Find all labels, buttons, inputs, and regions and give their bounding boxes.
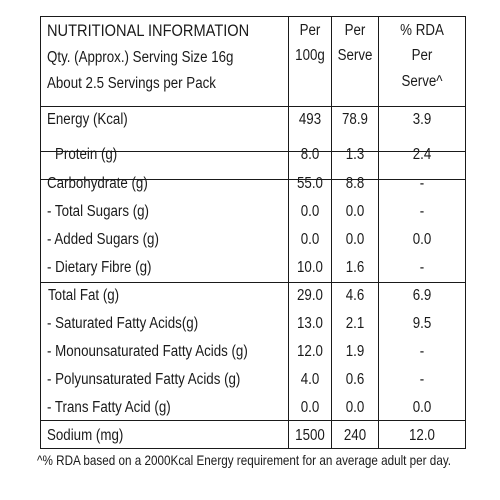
value-rda: 9.5 [412,315,432,332]
value-rda: 3.9 [412,111,432,128]
nutrient-label: Carbohydrate (g) [47,175,148,192]
value-serve: 1.6 [345,259,365,276]
nutrient-label: Protein (g) [55,146,118,163]
value-per100: 0.0 [300,399,320,416]
value-per100: 8.0 [300,146,320,163]
col-rda-header: % RDA [400,22,444,39]
nutrient-label: - Saturated Fatty Acids(g) [47,315,199,332]
value-rda: - [419,343,425,360]
value-rda: - [419,175,425,192]
nutrient-label: - Added Sugars (g) [47,231,159,248]
nutrient-label: - Polyunsaturated Fatty Acids (g) [47,371,241,388]
nutrient-label: Energy (Kcal) [47,111,128,128]
nutrient-label: - Trans Fatty Acid (g) [47,399,171,416]
nutrient-label: Total Fat (g) [48,287,120,304]
value-serve: 240 [343,427,367,444]
table-border [40,16,466,449]
value-per100: 29.0 [297,287,323,304]
value-per100: 10.0 [297,259,323,276]
value-serve: 4.6 [345,287,365,304]
value-rda: - [419,259,425,276]
nutrient-label: - Total Sugars (g) [47,203,150,220]
col-rda-header: Per [411,47,433,64]
value-per100: 1500 [295,427,325,444]
value-serve: 78.9 [342,111,368,128]
value-per100: 12.0 [297,343,323,360]
value-serve: 1.3 [345,146,365,163]
column-divider [288,16,289,449]
row-divider [40,179,466,180]
value-rda: - [419,203,425,220]
value-rda: 0.0 [412,231,432,248]
value-rda: - [419,371,425,388]
value-serve: 1.9 [345,343,365,360]
col-rda-header: Serve^ [401,73,443,90]
table-title: NUTRITIONAL INFORMATION [47,21,250,40]
value-per100: 4.0 [300,371,320,388]
row-divider [40,282,466,283]
col-serve-header: Serve [337,47,373,64]
value-per100: 55.0 [297,175,323,192]
column-divider [378,16,379,449]
value-serve: 8.8 [345,175,365,192]
row-divider [40,151,466,152]
value-per100: 13.0 [297,315,323,332]
value-serve: 0.6 [345,371,365,388]
value-rda: 0.0 [412,399,432,416]
value-serve: 0.0 [345,399,365,416]
value-per100: 0.0 [300,203,320,220]
col-per100-header: Per [299,22,321,39]
value-rda: 6.9 [412,287,432,304]
value-serve: 0.0 [345,203,365,220]
servings-per-pack: About 2.5 Servings per Pack [47,75,216,92]
row-divider [40,420,466,421]
value-rda: 12.0 [409,427,435,444]
header-divider [40,106,466,107]
col-per100-header: 100g [295,47,325,64]
value-rda: 2.4 [412,146,432,163]
serving-size: Qty. (Approx.) Serving Size 16g [47,49,234,66]
value-per100: 0.0 [300,231,320,248]
nutrient-label: Sodium (mg) [47,427,124,444]
value-serve: 2.1 [345,315,365,332]
footnote: ^% RDA based on a 2000Kcal Energy requir… [37,453,452,468]
value-serve: 0.0 [345,231,365,248]
col-serve-header: Per [344,22,366,39]
nutrient-label: - Monounsaturated Fatty Acids (g) [47,343,248,360]
nutrition-table: NUTRITIONAL INFORMATION Qty. (Approx.) S… [40,16,466,449]
nutrient-label: - Dietary Fibre (g) [47,259,152,276]
value-per100: 493 [298,111,322,128]
column-divider [331,16,332,449]
